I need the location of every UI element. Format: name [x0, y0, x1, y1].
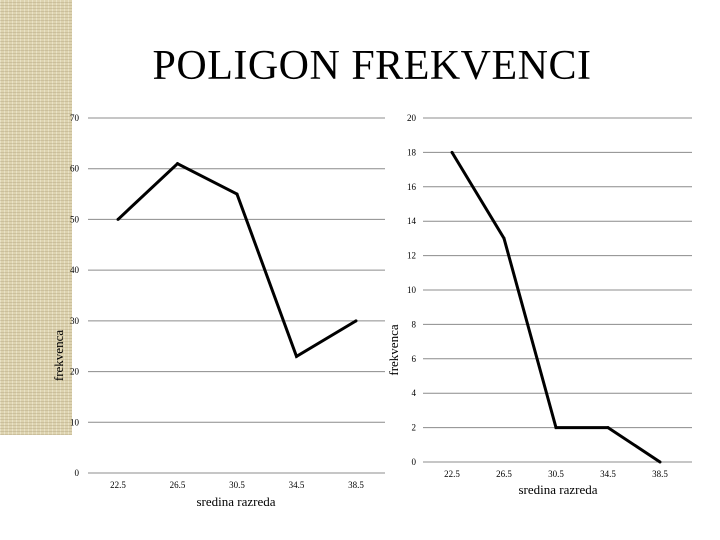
y-tick-label: 70: [70, 113, 80, 123]
data-point: [450, 150, 454, 154]
slide-title: POLIGON FREKVENCI: [152, 43, 592, 89]
data-point: [658, 460, 662, 464]
data-point: [354, 319, 358, 323]
data-point: [235, 192, 239, 196]
data-point: [176, 162, 179, 166]
series-line: [116, 161, 357, 359]
x-tick-label: 30.5: [548, 469, 564, 479]
y-tick-label: 30: [70, 316, 80, 326]
y-tick-label: 20: [407, 113, 417, 123]
data-point: [116, 217, 120, 221]
data-point: [502, 236, 506, 240]
series-line: [450, 151, 661, 464]
y-tick-label: 2: [412, 423, 417, 433]
x-tick-label: 26.5: [496, 469, 512, 479]
y-tick-label: 0: [412, 457, 417, 467]
y-axis-title: frekvenca: [51, 330, 66, 381]
x-tick-label: 22.5: [444, 469, 460, 479]
x-tick-label: 30.5: [229, 480, 245, 490]
data-point: [554, 426, 558, 430]
y-tick-label: 0: [75, 468, 80, 478]
x-tick-label: 34.5: [289, 480, 305, 490]
y-tick-label: 6: [412, 354, 417, 364]
x-tick-label: 26.5: [170, 480, 186, 490]
x-tick-label: 38.5: [348, 480, 364, 490]
x-tick-label: 22.5: [110, 480, 126, 490]
decorative-texture-strip: [0, 0, 72, 435]
data-point: [606, 426, 610, 430]
x-tick-label: 34.5: [600, 469, 616, 479]
y-tick-label: 8: [412, 319, 417, 329]
y-tick-label: 10: [407, 285, 417, 295]
x-tick-label: 38.5: [652, 469, 668, 479]
data-point: [295, 354, 298, 358]
y-axis-title: frekvenca: [386, 324, 401, 375]
y-tick-label: 40: [70, 265, 80, 275]
y-tick-label: 20: [70, 367, 80, 377]
y-tick-label: 14: [407, 216, 417, 226]
y-tick-label: 4: [412, 388, 417, 398]
y-tick-label: 16: [407, 182, 417, 192]
x-axis-title: sredina razreda: [196, 494, 275, 509]
x-axis-title: sredina razreda: [518, 482, 597, 497]
y-tick-label: 50: [70, 214, 80, 224]
y-tick-label: 18: [407, 147, 417, 157]
y-tick-label: 10: [70, 417, 80, 427]
y-tick-label: 12: [407, 251, 416, 261]
y-tick-label: 60: [70, 164, 80, 174]
